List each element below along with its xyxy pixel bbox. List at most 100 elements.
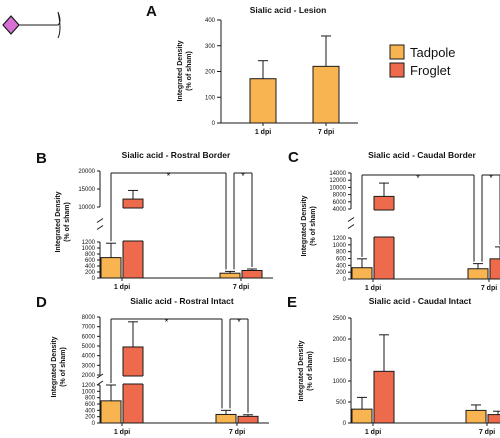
y-tick-label: 1000 <box>82 246 96 252</box>
y-tick-label: 4000 <box>333 207 347 213</box>
chart-panel-e: E Sialic acid - Caudal Intact Integrated D… <box>287 294 500 436</box>
y-tick-label: 8000 <box>333 193 347 199</box>
y-tick-label: 2000 <box>333 337 347 343</box>
axis-break-mark <box>96 380 104 386</box>
x-tick-label: 1 dpi <box>255 129 271 136</box>
legend-label-froglet: Froglet <box>410 63 451 78</box>
y-tick-label: 10000 <box>329 185 346 191</box>
y-tick-label: 200 <box>85 415 96 421</box>
y-tick-label: 200 <box>85 270 96 276</box>
y-tick-label: 1500 <box>333 358 347 364</box>
y-tick-label: 2500 <box>333 316 347 322</box>
glycan-linkage <box>17 11 61 39</box>
panel-letter: D <box>36 294 47 311</box>
y-tick-label: 14000 <box>329 171 346 177</box>
significance-star: * <box>237 317 241 327</box>
legend: Tadpole Froglet <box>389 44 456 78</box>
bar-tadpole <box>465 409 487 424</box>
bar-froglet <box>237 415 259 424</box>
axis-break-mark <box>347 217 355 222</box>
panel-letter: B <box>36 150 47 167</box>
y-tick-label: 400 <box>85 264 96 270</box>
y-tick-label: 600 <box>336 257 347 263</box>
bar-tadpole <box>219 272 241 279</box>
chart-title: Sialic acid - Lesion <box>250 5 327 15</box>
bar-tadpole <box>312 65 340 124</box>
chart-panel-d: D Sialic acid - Rostral Intact Integrated … <box>36 294 269 436</box>
y-tick-label: 400 <box>85 408 96 414</box>
y-axis-label-line: (% of sham) <box>186 51 193 91</box>
x-tick-label: 1 dpi <box>114 429 130 436</box>
y-tick-label: 20000 <box>78 169 95 175</box>
y-tick-label: 8000 <box>82 315 96 321</box>
x-tick-label: 1 dpi <box>114 284 130 291</box>
bar-tadpole <box>467 268 489 280</box>
bar-axis-break-gap <box>122 376 144 384</box>
bar-froglet <box>373 370 395 424</box>
y-tick-label: 800 <box>85 252 96 258</box>
x-tick-label: 7 dpi <box>318 129 334 136</box>
y-axis-label-line: Integrated Density <box>55 191 62 252</box>
y-tick-label: 12000 <box>329 178 346 184</box>
axis-break-mark <box>96 373 104 379</box>
chart-title: Sialic acid - Caudal Border <box>368 150 476 160</box>
y-axis-label-line: Integrated Density <box>301 195 308 256</box>
x-tick-label: 1 dpi <box>365 285 381 292</box>
sialic-acid-diamond <box>2 15 20 35</box>
y-tick-label: 1200 <box>82 383 96 389</box>
bar-froglet <box>122 346 144 424</box>
axis-break-mark <box>347 224 355 229</box>
y-tick-label: 0 <box>92 276 96 282</box>
y-tick-label: 0 <box>212 121 216 127</box>
significance-star: * <box>416 173 420 183</box>
y-tick-label: 7000 <box>82 325 96 331</box>
y-axis-label: Integrated Density (% of sham) <box>51 336 67 397</box>
y-tick-label: 6000 <box>82 334 96 340</box>
y-tick-label: 400 <box>205 18 216 24</box>
chart-title: Sialic acid - Caudal Intact <box>369 296 472 306</box>
y-axis-label: Integrated Density (% of sham) <box>298 340 314 401</box>
y-tick-label: 100 <box>205 95 216 101</box>
y-axis-label-line: (% of sham) <box>64 202 71 242</box>
y-axis-label-line: (% of sham) <box>307 351 314 391</box>
x-tick-label: 7 dpi <box>233 284 249 291</box>
y-tick-label: 5000 <box>82 344 96 350</box>
y-tick-label: 4000 <box>82 354 96 360</box>
y-tick-label: 200 <box>336 270 347 276</box>
y-tick-label: 15000 <box>78 187 95 193</box>
y-tick-label: 6000 <box>333 200 347 206</box>
y-tick-label: 600 <box>85 402 96 408</box>
y-tick-label: 400 <box>336 263 347 269</box>
y-tick-label: 1200 <box>333 236 347 242</box>
y-tick-label: 0 <box>343 421 347 427</box>
y-tick-label: 300 <box>205 44 216 50</box>
bar-tadpole <box>249 78 277 124</box>
bar-froglet <box>241 270 263 279</box>
y-axis-label: Integrated Density (% of sham) <box>301 195 317 256</box>
y-tick-label: 1000 <box>333 379 347 385</box>
chart-title: Sialic acid - Rostral Border <box>122 150 231 160</box>
y-tick-label: 10000 <box>78 205 95 211</box>
bar-froglet <box>373 195 395 280</box>
x-tick-label: 7 dpi <box>479 429 495 436</box>
y-tick-label: 800 <box>85 396 96 402</box>
y-axis-label: Integrated Density (% of sham) <box>55 191 71 252</box>
bar-axis-break-gap <box>122 208 144 241</box>
x-tick-label: 7 dpi <box>229 429 245 436</box>
significance-star: * <box>489 173 493 183</box>
y-tick-label: 600 <box>85 258 96 264</box>
bar-tadpole <box>351 408 373 424</box>
y-tick-label: 0 <box>92 421 96 427</box>
y-tick-label: 200 <box>205 70 216 76</box>
panel-letter: C <box>288 149 299 166</box>
chart-title: Sialic acid - Rostral Intact <box>130 296 234 306</box>
y-tick-label: 500 <box>336 400 347 406</box>
y-tick-label: 1000 <box>333 243 347 249</box>
y-tick-label: 800 <box>336 250 347 256</box>
axis-break-mark <box>96 218 104 223</box>
y-axis-label-line: Integrated Density <box>177 40 184 101</box>
bar-tadpole <box>100 257 122 279</box>
bar-tadpole <box>215 413 237 424</box>
y-tick-label: 0 <box>343 277 347 283</box>
